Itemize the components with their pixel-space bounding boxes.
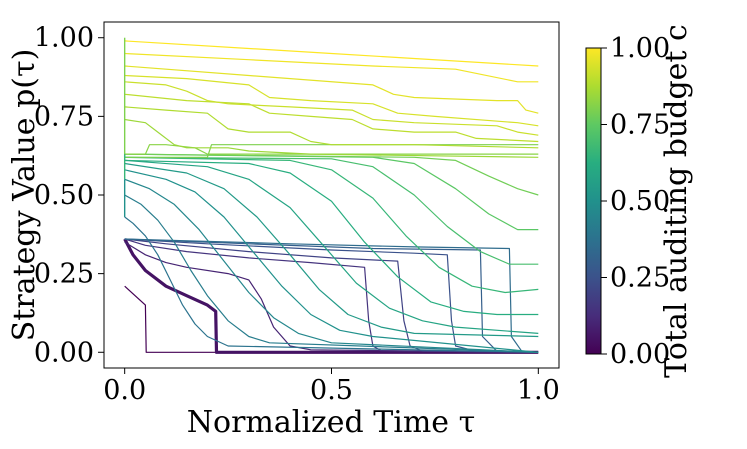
colorbar-gradient xyxy=(585,47,602,355)
y-axis-label: Strategy Value p(τ) xyxy=(7,49,42,342)
x-tick-label: 0.5 xyxy=(310,375,353,406)
series-line xyxy=(124,156,539,265)
series-line xyxy=(124,153,539,196)
series-line xyxy=(124,40,539,67)
y-tick-label: 0.75 xyxy=(34,101,94,132)
series-line xyxy=(124,159,539,316)
series-line xyxy=(124,74,539,127)
x-tick-label: 0.0 xyxy=(103,375,146,406)
colorbar: 0.00 0.25 0.50 0.75 1.00 Total auditing budg… xyxy=(585,24,694,378)
colorbar-label: Total auditing budget c xyxy=(659,24,694,378)
y-axis-ticks: 0.00 0.25 0.50 0.75 1.00 xyxy=(34,23,104,368)
series-line xyxy=(124,194,539,353)
series-line xyxy=(124,169,539,353)
colorbar-tick-label: 0.00 xyxy=(610,339,670,370)
series-line xyxy=(124,52,539,83)
colorbar-tick-label: 0.75 xyxy=(610,110,670,141)
series-line xyxy=(124,81,539,136)
series-line xyxy=(124,156,539,294)
series-line xyxy=(124,118,539,158)
series-line xyxy=(124,238,539,353)
y-tick-label: 0.50 xyxy=(34,180,94,211)
x-tick-label: 1.0 xyxy=(517,375,560,406)
series-line xyxy=(124,162,539,338)
series-line xyxy=(123,238,539,354)
series-line xyxy=(124,159,539,334)
colorbar-ticks: 0.00 0.25 0.50 0.75 1.00 xyxy=(601,33,670,370)
series-line xyxy=(124,216,539,353)
plot-area: 0.0 0.5 1.0 0.00 0.25 0.50 0.75 1.00 xyxy=(34,21,560,406)
x-axis-ticks: 0.0 0.5 1.0 xyxy=(103,368,560,406)
y-tick-label: 0.25 xyxy=(34,259,94,290)
series-line xyxy=(124,65,539,114)
series-line xyxy=(124,106,539,149)
y-tick-label: 1.00 xyxy=(34,23,94,54)
series-layer xyxy=(123,37,539,354)
colorbar-tick-label: 0.50 xyxy=(610,186,670,217)
plot-background xyxy=(104,22,559,368)
colorbar-tick-label: 1.00 xyxy=(610,33,670,64)
colorbar-tick-label: 0.25 xyxy=(610,263,670,294)
series-line xyxy=(124,178,539,353)
series-line xyxy=(124,93,539,143)
x-axis-label: Normalized Time τ xyxy=(187,405,475,440)
y-tick-label: 0.00 xyxy=(34,337,94,368)
